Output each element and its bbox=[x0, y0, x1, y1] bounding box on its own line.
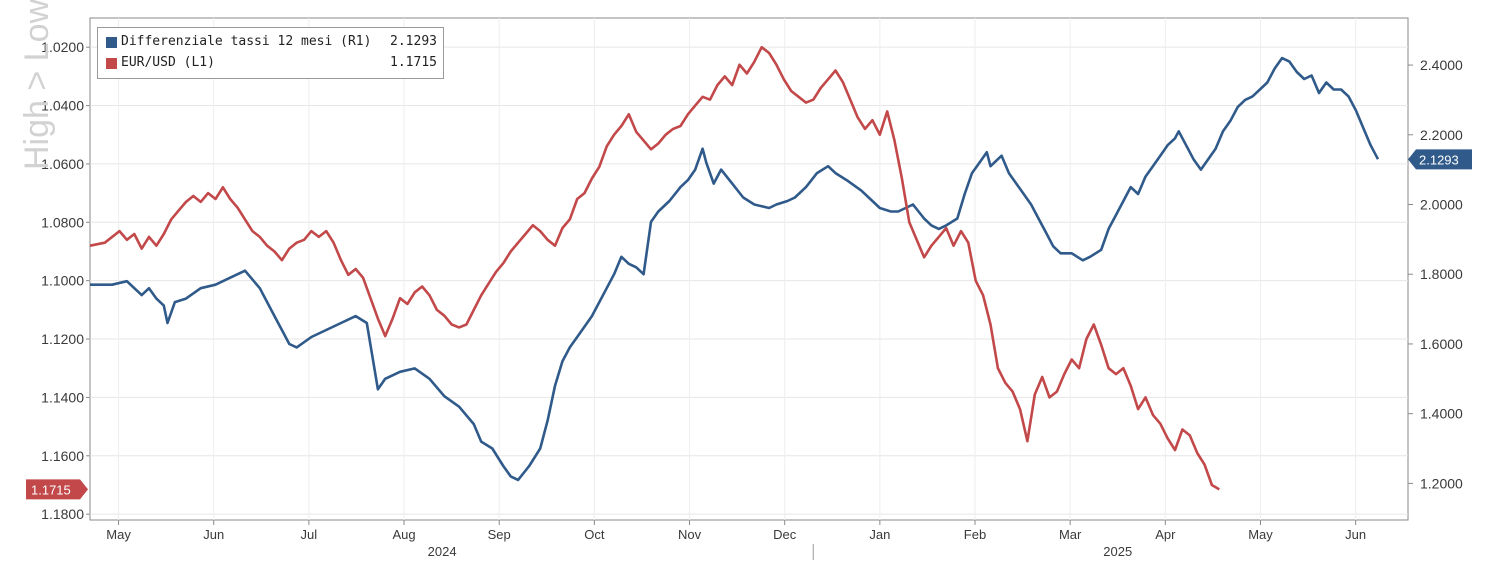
plot-frame bbox=[89, 17, 1409, 521]
legend-label-spread: Differenziale tassi 12 mesi (R1) bbox=[121, 34, 372, 49]
series-line-eurusd bbox=[89, 45, 1220, 491]
left-tick-label: 1.1800 bbox=[41, 506, 84, 522]
right-value-badge-text: 2.1293 bbox=[1419, 152, 1459, 167]
x-tick-label: Jul bbox=[301, 527, 318, 542]
right-axis-ticks: 1.2000 1.4000 1.6000 1.8000 2.0000 2.2000 2.40… bbox=[1408, 57, 1463, 491]
left-value-badge bbox=[26, 479, 88, 500]
legend-value-spread: 2.1293 bbox=[390, 34, 437, 49]
legend-swatch-spread bbox=[106, 37, 117, 48]
value-badges: 1.1715 2.1293 bbox=[26, 149, 1472, 500]
left-tick-label: 1.1400 bbox=[41, 389, 84, 405]
series-line-spread bbox=[90, 56, 1380, 482]
x-tick-label: Dec bbox=[773, 527, 797, 542]
x-tick-label: Oct bbox=[584, 527, 605, 542]
watermark-text: High > Low bbox=[18, 0, 56, 170]
x-tick-label: May bbox=[1248, 527, 1273, 542]
right-tick-label: 1.2000 bbox=[1420, 475, 1463, 491]
x-tick-label: Feb bbox=[964, 527, 986, 542]
left-tick-label: 1.0400 bbox=[41, 98, 84, 114]
x-tick-label: Aug bbox=[392, 527, 415, 542]
x-tick-label: Nov bbox=[678, 527, 702, 542]
x-tick-label: Jan bbox=[869, 527, 890, 542]
right-tick-label: 1.8000 bbox=[1420, 266, 1463, 282]
left-tick-label: 1.0600 bbox=[41, 156, 84, 172]
series-layer bbox=[89, 45, 1380, 491]
legend-swatch-eurusd bbox=[106, 58, 117, 69]
year-label: 2025 bbox=[1103, 544, 1132, 559]
left-tick-label: 1.1000 bbox=[41, 273, 84, 289]
legend-value-eurusd: 1.1715 bbox=[390, 55, 437, 70]
x-tick-label: Sep bbox=[488, 527, 511, 542]
grid bbox=[89, 17, 1409, 521]
legend-label-eurusd: EUR/USD (L1) bbox=[121, 55, 215, 70]
left-value-badge-text: 1.1715 bbox=[31, 482, 71, 497]
right-tick-label: 1.6000 bbox=[1420, 336, 1463, 352]
x-tick-label: May bbox=[106, 527, 131, 542]
left-tick-label: 1.1600 bbox=[41, 448, 84, 464]
left-tick-label: 1.0200 bbox=[41, 39, 84, 55]
right-tick-label: 2.4000 bbox=[1420, 57, 1463, 73]
right-tick-label: 2.2000 bbox=[1420, 127, 1463, 143]
right-tick-label: 1.4000 bbox=[1420, 406, 1463, 422]
legend: Differenziale tassi 12 mesi (R1) 2.1293 … bbox=[97, 27, 444, 79]
legend-item-spread[interactable]: Differenziale tassi 12 mesi (R1) 2.1293 bbox=[106, 32, 437, 54]
x-tick-label: Jun bbox=[1345, 527, 1366, 542]
right-value-badge bbox=[1408, 149, 1472, 170]
x-axis: May Jun Jul Aug Sep Oct Nov Dec Jan Feb Mar Apr May J… bbox=[106, 520, 1366, 560]
x-tick-label: Apr bbox=[1155, 527, 1176, 542]
left-tick-label: 1.1200 bbox=[41, 331, 84, 347]
legend-item-eurusd[interactable]: EUR/USD (L1) 1.1715 bbox=[106, 53, 437, 75]
year-label: 2024 bbox=[428, 544, 457, 559]
x-tick-label: Jun bbox=[203, 527, 224, 542]
x-tick-label: Mar bbox=[1059, 527, 1082, 542]
left-tick-label: 1.0800 bbox=[41, 214, 84, 230]
right-tick-label: 2.0000 bbox=[1420, 197, 1463, 213]
left-axis-ticks: 1.0200 1.0400 1.0600 1.0800 1.1000 1.1200 1.14… bbox=[41, 39, 90, 522]
